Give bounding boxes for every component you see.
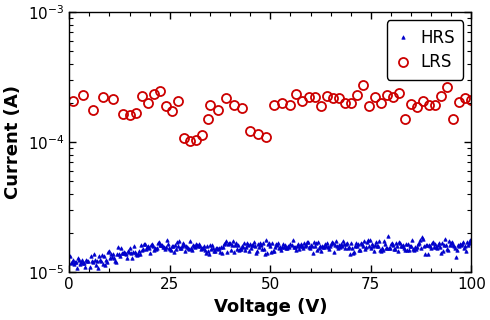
HRS — [358, 241, 364, 244]
HRS — [117, 254, 122, 258]
HRS — [199, 246, 205, 250]
HRS — [68, 254, 74, 258]
LRS — [360, 84, 366, 87]
LRS — [187, 139, 193, 143]
LRS — [70, 99, 76, 103]
X-axis label: Voltage (V): Voltage (V) — [214, 298, 327, 316]
LRS — [432, 103, 438, 107]
LRS — [468, 98, 474, 102]
HRS — [227, 241, 233, 245]
LRS — [175, 99, 181, 103]
Line: LRS: LRS — [69, 81, 476, 145]
Y-axis label: Current (A): Current (A) — [4, 85, 22, 199]
HRS — [468, 239, 474, 243]
HRS — [360, 244, 366, 248]
HRS — [74, 266, 80, 270]
HRS — [321, 244, 327, 248]
Legend: HRS, LRS: HRS, LRS — [387, 20, 463, 80]
HRS — [385, 235, 391, 238]
LRS — [163, 104, 169, 108]
LRS — [223, 96, 229, 100]
Line: HRS: HRS — [69, 235, 473, 270]
LRS — [330, 96, 336, 100]
LRS — [306, 95, 312, 99]
